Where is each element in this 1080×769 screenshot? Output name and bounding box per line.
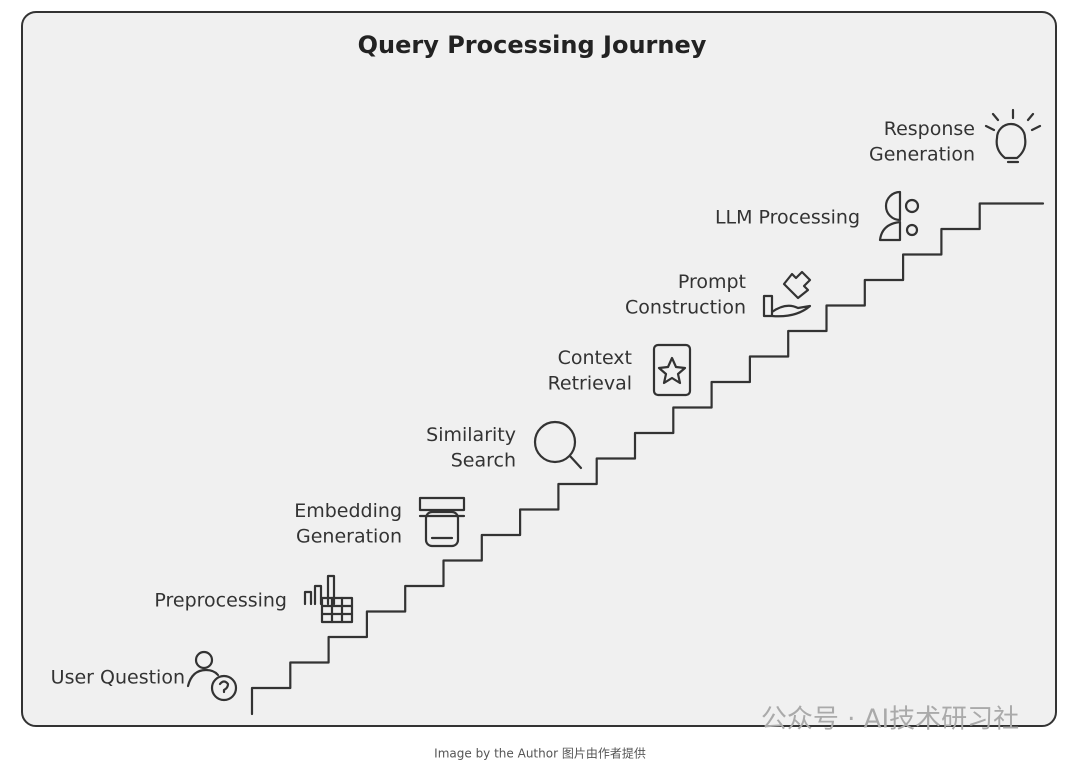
step-label: Response xyxy=(884,118,975,140)
step-label: Generation xyxy=(296,525,402,547)
step-label: Embedding xyxy=(294,500,402,522)
title: Query Processing Journey xyxy=(358,31,707,59)
step-label: Generation xyxy=(869,143,975,165)
caption: Image by the Author 图片由作者提供 xyxy=(434,746,646,761)
icons xyxy=(186,108,1042,702)
step-label: LLM Processing xyxy=(715,207,860,229)
step-label: Preprocessing xyxy=(154,590,287,612)
watermark: 公众号 · AI技术研习社 xyxy=(761,705,1019,735)
step-label: Search xyxy=(451,449,516,471)
step-label: User Question xyxy=(51,667,185,689)
frame xyxy=(21,11,1057,727)
step-label: Construction xyxy=(625,296,746,318)
staircase xyxy=(250,202,1045,716)
step-label: Context xyxy=(558,347,632,369)
step-label: Prompt xyxy=(678,271,746,293)
step-labels: User Question Preprocessing Embedding Gener… xyxy=(51,118,975,689)
step-label: Retrieval xyxy=(548,372,632,394)
step-label: Similarity xyxy=(426,424,516,446)
